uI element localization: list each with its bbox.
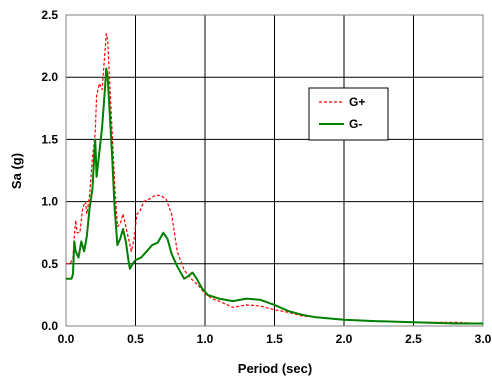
x-tick-label: 0.5 (127, 332, 144, 346)
x-axis-ticks: 0.0 0.5 1.0 1.5 2.0 2.5 3.0 (58, 332, 492, 346)
legend-label-g-minus: G- (349, 117, 362, 131)
x-tick-label: 1.5 (266, 332, 283, 346)
grid-lines (66, 15, 483, 326)
x-axis-label: Period (sec) (238, 361, 312, 376)
legend: G+ G- (308, 87, 389, 141)
x-tick-label: 3.0 (475, 332, 492, 346)
x-tick-label: 1.0 (197, 332, 214, 346)
x-tick-label: 2.0 (336, 332, 353, 346)
plot-border (65, 14, 484, 327)
series-line-g-minus (66, 67, 483, 325)
y-tick-label: 2.0 (41, 70, 58, 84)
x-tick-label: 2.5 (405, 332, 422, 346)
y-tick-label: 2.5 (41, 8, 58, 22)
y-tick-label: 0.5 (41, 257, 58, 271)
series-lines (66, 33, 484, 325)
legend-label-g-plus: G+ (349, 95, 365, 109)
y-axis-label: Sa (g) (9, 153, 24, 189)
x-tick-label: 0.0 (58, 332, 75, 346)
y-tick-label: 1.5 (41, 132, 58, 146)
y-axis-ticks: 0.0 0.5 1.0 1.5 2.0 2.5 (41, 8, 58, 333)
legend-box (308, 87, 389, 141)
y-tick-label: 1.0 (41, 195, 58, 209)
y-tick-label: 0.0 (41, 319, 58, 333)
series-line-g-plus (66, 33, 484, 325)
